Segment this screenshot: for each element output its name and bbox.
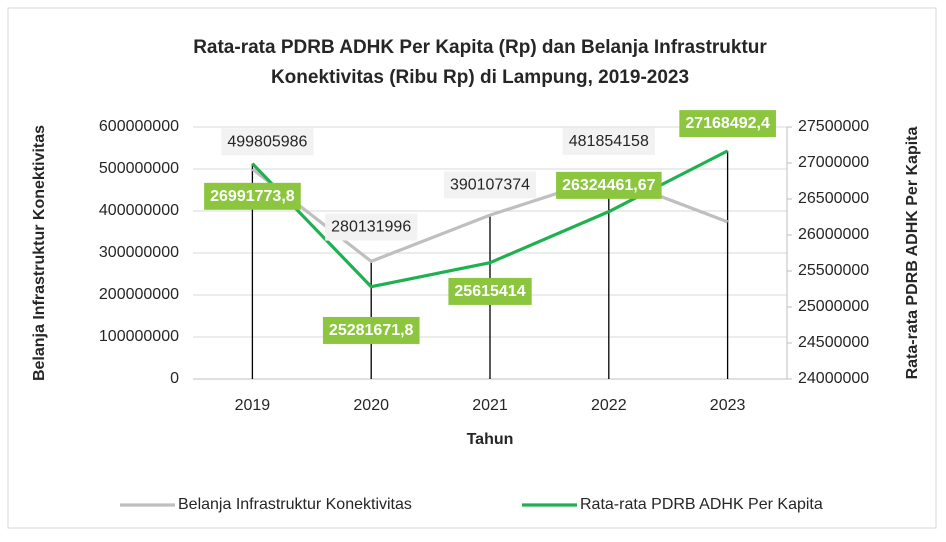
chart-title: Rata-rata PDRB ADHK Per Kapita (Rp) dan …	[193, 37, 767, 58]
y2-tick-label: 26500000	[798, 190, 869, 207]
x-tick-label: 2023	[710, 397, 746, 414]
y-tick-label: 200000000	[99, 286, 179, 303]
data-label-box	[556, 171, 662, 199]
chart-title: Konektivitas (Ribu Rp) di Lampung, 2019-…	[271, 67, 689, 88]
x-axis-title: Tahun	[467, 431, 514, 448]
y2-tick-label: 25000000	[798, 298, 869, 315]
data-label-box	[322, 316, 420, 344]
data-label: 280131996	[331, 219, 411, 236]
x-tick-label: 2019	[235, 397, 271, 414]
y2-tick-label: 27000000	[798, 154, 869, 171]
y-axis-title: Belanja Infrastruktur Konektivitas	[31, 125, 48, 381]
data-label: 25615414	[454, 283, 525, 300]
legend-label: Rata-rata PDRB ADHK Per Kapita	[580, 496, 823, 513]
data-label-box	[448, 277, 532, 305]
data-label-box	[221, 128, 314, 156]
data-label: 390107374	[450, 176, 530, 193]
data-label-box	[204, 182, 301, 210]
data-label: 481854158	[569, 133, 649, 150]
x-tick-label: 2021	[472, 397, 508, 414]
data-label: 26324461,67	[562, 177, 656, 194]
y2-tick-label: 24000000	[798, 370, 869, 387]
y-tick-label: 0	[170, 370, 179, 387]
y-tick-label: 400000000	[99, 202, 179, 219]
y2-axis-title: Rata-rata PDRB ADHK Per Kapita	[904, 127, 921, 380]
legend-label: Belanja Infrastruktur Konektivitas	[178, 496, 412, 513]
y2-tick-label: 25500000	[798, 262, 869, 279]
x-tick-label: 2022	[591, 397, 627, 414]
y-tick-label: 600000000	[99, 118, 179, 135]
data-label: 27168492,4	[685, 115, 770, 132]
y2-tick-label: 24500000	[798, 334, 869, 351]
x-tick-label: 2020	[353, 397, 389, 414]
data-label-box	[562, 127, 655, 155]
data-label-box	[443, 171, 537, 199]
y-tick-label: 300000000	[99, 244, 179, 261]
data-label: 26991773,8	[210, 188, 295, 205]
data-label: 499805986	[227, 133, 307, 150]
y2-tick-label: 26000000	[798, 226, 869, 243]
y-tick-label: 500000000	[99, 160, 179, 177]
data-label: 25281671,8	[329, 322, 414, 339]
y-tick-label: 100000000	[99, 328, 179, 345]
y2-tick-label: 27500000	[798, 118, 869, 135]
chart-frame	[7, 7, 937, 529]
data-label-box	[325, 213, 418, 241]
data-label-box	[679, 110, 776, 138]
